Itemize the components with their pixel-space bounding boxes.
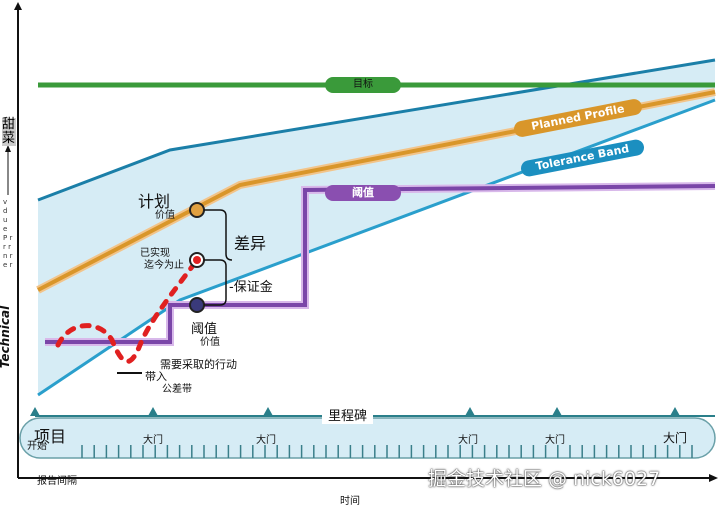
watermark: 掘金技术社区 @ nick6027: [428, 468, 661, 490]
gate-label: 大门: [458, 435, 478, 446]
threshold-point-label: 阈值: [191, 322, 218, 337]
action-label-2: 带入: [145, 370, 167, 383]
milestone-triangle: [670, 407, 680, 416]
milestone-triangle: [263, 407, 273, 416]
plan-point: [189, 202, 205, 218]
variance-label: 差异: [234, 234, 267, 253]
action-label: 需要采取的行动: [160, 358, 237, 371]
threshold-line-label: 阈值: [325, 185, 401, 201]
threshold-sublabel: 价值: [200, 337, 220, 348]
realized-path: [55, 257, 200, 364]
gate-label: 大门: [256, 435, 276, 446]
target-label: 目标: [325, 77, 401, 93]
project-label: 项目: [34, 427, 67, 446]
start-label: 开始: [27, 441, 47, 452]
milestone-triangle: [30, 407, 40, 416]
gate-label: 大门: [143, 435, 163, 446]
band-upper-line: [37, 58, 716, 202]
report-interval-label: 报告间隔: [37, 476, 77, 487]
y-axis-label: Technical: [0, 305, 13, 369]
action-label-3: 公差带: [162, 384, 192, 395]
milestone-label: 里程碑: [322, 405, 374, 424]
margin-label: -保证金: [229, 280, 273, 295]
gate-label: 大门: [663, 431, 688, 445]
milestone-triangle: [465, 407, 475, 416]
realized-label: 已实现: [140, 248, 170, 259]
milestone-markers: [30, 407, 680, 416]
realized-sublabel: 迄今为止: [144, 260, 184, 271]
tolerance-band: [38, 60, 715, 395]
threshold-point: [189, 297, 205, 313]
variance-bracket: [204, 209, 233, 306]
y-axis-top-label: 甜菜: [2, 117, 16, 146]
timeline-bar: [19, 417, 716, 459]
milestone-triangle: [148, 407, 158, 416]
gate-label: 大门: [545, 435, 565, 446]
plan-sublabel: 价值: [155, 210, 175, 221]
y-axis-letters: v d u e P r r r n r e r: [3, 198, 13, 269]
x-axis-label: 时间: [340, 496, 360, 506]
plan-label: 计划: [138, 192, 171, 211]
report-interval-ticks: [81, 445, 693, 458]
milestone-triangle: [552, 407, 562, 416]
